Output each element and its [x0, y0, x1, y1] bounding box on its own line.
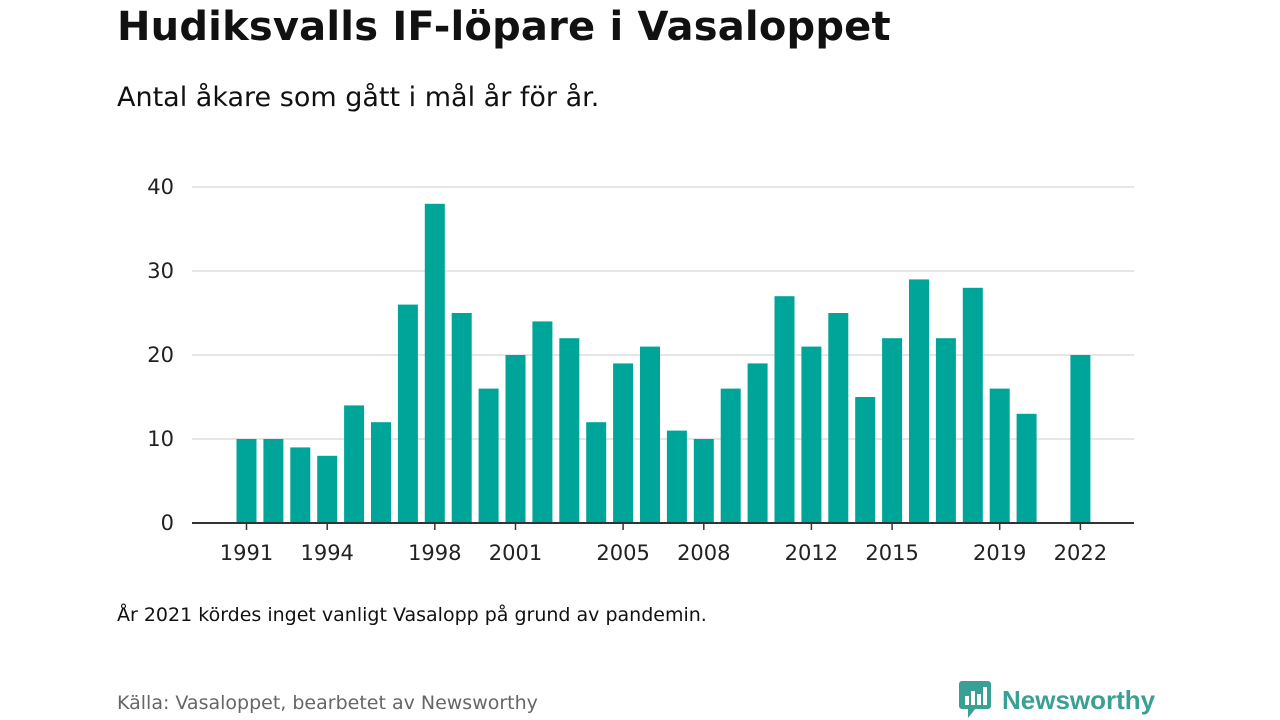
newsworthy-logo-text: Newsworthy	[1002, 684, 1156, 715]
source-note: Källa: Vasaloppet, bearbetet av Newswort…	[117, 692, 538, 714]
bar	[451, 313, 472, 523]
bar	[317, 455, 338, 523]
bar	[397, 304, 418, 523]
y-tick-label: 40	[147, 175, 174, 199]
bar	[989, 388, 1010, 523]
y-tick-label: 10	[147, 427, 174, 451]
bar	[532, 321, 553, 523]
bar	[801, 346, 822, 523]
bar	[909, 279, 929, 523]
newsworthy-logo: Newsworthy	[958, 680, 1155, 720]
x-tick-label: 2022	[1054, 541, 1107, 565]
newsworthy-logo-icon	[959, 681, 991, 718]
bar	[236, 439, 257, 523]
bar	[478, 388, 499, 523]
y-tick-label: 30	[147, 259, 174, 283]
x-tick-label: 2015	[865, 541, 918, 565]
y-tick-label: 20	[147, 343, 174, 367]
bar	[586, 422, 607, 523]
bar	[559, 338, 580, 523]
x-tick-label: 1998	[408, 541, 461, 565]
footnote: År 2021 kördes inget vanligt Vasalopp på…	[117, 604, 707, 626]
bar	[693, 439, 714, 523]
bar	[505, 355, 526, 523]
bar	[640, 346, 660, 523]
bar	[882, 338, 903, 523]
bar	[720, 388, 741, 523]
bar	[263, 439, 284, 523]
bar	[855, 397, 876, 523]
x-tick-label: 2008	[677, 541, 730, 565]
bar	[1070, 355, 1091, 523]
bar	[666, 430, 687, 523]
x-tick-label: 2005	[596, 541, 649, 565]
bar	[828, 313, 849, 523]
x-tick-label: 2001	[489, 541, 542, 565]
bar	[424, 203, 445, 524]
bar	[774, 296, 795, 523]
chart-subtitle: Antal åkare som gått i mål år för år.	[117, 82, 600, 113]
x-tick-label: 1991	[220, 541, 273, 565]
bar-chart: 0 10 20 30 40 1991 1994 1998 2001 2005 2008 2012 201…	[147, 175, 1134, 565]
bar	[344, 405, 365, 523]
x-tick-label: 1994	[300, 541, 353, 565]
chart-title: Hudiksvalls IF-löpare i Vasaloppet	[117, 4, 891, 50]
bar	[613, 363, 634, 523]
bar	[290, 447, 311, 523]
y-tick-label: 0	[161, 511, 174, 535]
bar	[962, 287, 983, 523]
bar	[747, 363, 768, 523]
x-tick-label: 2012	[785, 541, 838, 565]
x-tick-label: 2019	[973, 541, 1026, 565]
bar	[371, 422, 391, 523]
bar	[935, 338, 956, 523]
bar	[1016, 413, 1037, 523]
